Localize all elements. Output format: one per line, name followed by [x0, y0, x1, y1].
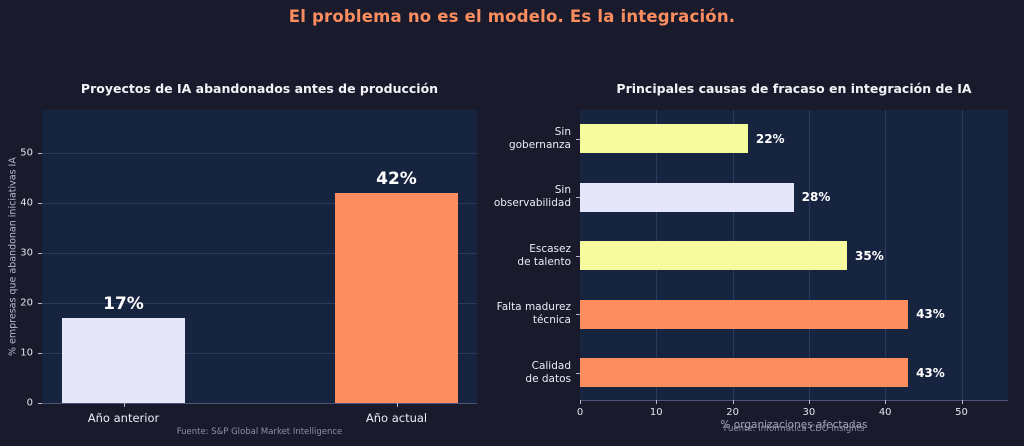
- x-tick-mark: [396, 403, 398, 407]
- y-tick-label: 10: [20, 347, 33, 359]
- x-tick-label: 20: [726, 407, 739, 418]
- y-axis-label: % empresas que abandonan iniciativas IA: [7, 157, 19, 356]
- x-tick-mark: [961, 400, 963, 404]
- x-tick-mark: [580, 400, 581, 404]
- category-label-line: Escasez: [529, 242, 571, 255]
- category-label-line: de datos: [525, 372, 571, 385]
- plot-area-right: 0 10 20 30 40 50 22% Sin gobernanza 28% Sin observa…: [494, 110, 1008, 418]
- bar-Sin observabilidad: [580, 182, 794, 212]
- gridline: [42, 203, 477, 204]
- bar-Año anterior: [62, 318, 185, 403]
- category-label-line: de talento: [517, 255, 571, 268]
- source-note-left: Fuente: S&P Global Market Intelligence: [176, 427, 343, 437]
- x-tick-mark: [885, 400, 887, 404]
- category-label: Calidad de datos: [525, 360, 571, 386]
- category-label-line: Falta madurez: [496, 301, 571, 313]
- y-tick-mark: [576, 372, 580, 374]
- plot-area-left: 0 10 20 30 40 50 17% Año anterior 42% Año actual: [20, 110, 477, 425]
- chart-title-left: Proyectos de IA abandonados antes de pro…: [80, 81, 439, 96]
- category-label-line: Calidad: [531, 359, 571, 372]
- x-tick-label: 50: [955, 407, 968, 418]
- bar-value-label: 22%: [755, 131, 785, 146]
- x-tick-label: 40: [878, 407, 892, 418]
- x-axis-label: % organizaciones afectadas: [720, 419, 868, 431]
- category-label-line: Sin: [554, 184, 571, 196]
- y-tick-label: 30: [20, 247, 33, 259]
- category-label-line: observabilidad: [493, 197, 571, 209]
- y-tick-mark: [38, 153, 42, 154]
- category-label: Escasez de talento: [517, 243, 571, 269]
- bar-Escasez de talento: [580, 241, 848, 270]
- category-label-line: Sin: [554, 125, 571, 138]
- x-tick-mark: [808, 400, 810, 404]
- y-tick-mark: [38, 403, 42, 404]
- category-label: Sin observabilidad: [494, 184, 571, 210]
- bar-value-label: 43%: [916, 307, 945, 321]
- y-tick-mark: [576, 255, 580, 257]
- y-tick-mark: [576, 314, 580, 315]
- category-label-line: técnica: [532, 314, 571, 326]
- bar-Falta madurez técnica: [580, 299, 909, 329]
- y-tick-mark: [38, 253, 42, 254]
- category-label: Sin gobernanza: [509, 126, 571, 152]
- y-tick-label: 40: [20, 197, 33, 209]
- bar-Sin gobernanza: [580, 124, 748, 153]
- y-tick-label: 20: [20, 297, 33, 309]
- y-tick-label: 50: [20, 147, 33, 159]
- bar-value-label: 28%: [801, 190, 831, 204]
- y-tick-mark: [576, 197, 580, 198]
- x-tick-label: 10: [649, 407, 663, 418]
- y-tick-mark: [38, 353, 42, 354]
- x-tick-label: 0: [576, 407, 584, 418]
- x-category-label: Año anterior: [87, 411, 160, 425]
- x-tick-mark: [123, 403, 125, 407]
- bar-value-label: 43%: [916, 365, 945, 380]
- gridline: [42, 303, 477, 304]
- x-category-label: Año actual: [365, 411, 428, 425]
- y-tick-label: 0: [26, 397, 33, 409]
- gridline: [885, 110, 887, 400]
- gridline: [42, 153, 477, 154]
- gridline: [961, 110, 963, 400]
- main-title: El problema no es el modelo. Es la integ…: [288, 7, 736, 26]
- source-note-right: Fuente: Informatica CDO Insights: [723, 424, 865, 434]
- bar-Año actual: [335, 193, 458, 403]
- y-tick-mark: [38, 303, 42, 304]
- category-label-line: gobernanza: [508, 138, 571, 151]
- x-tick-label: 30: [802, 407, 816, 418]
- bar-Calidad de datos: [580, 358, 909, 387]
- x-tick-mark: [656, 400, 658, 404]
- chart-title-right: Principales causas de fracaso en integra…: [616, 81, 972, 96]
- bar-value-label: 42%: [376, 169, 417, 189]
- category-label: Falta madurez técnica: [497, 301, 571, 327]
- y-tick-mark: [38, 203, 42, 204]
- bar-value-label: 17%: [103, 294, 144, 314]
- gridline: [42, 253, 477, 254]
- x-tick-mark: [732, 400, 734, 404]
- gridline: [42, 353, 477, 354]
- bar-value-label: 35%: [855, 248, 884, 263]
- y-tick-mark: [576, 138, 580, 140]
